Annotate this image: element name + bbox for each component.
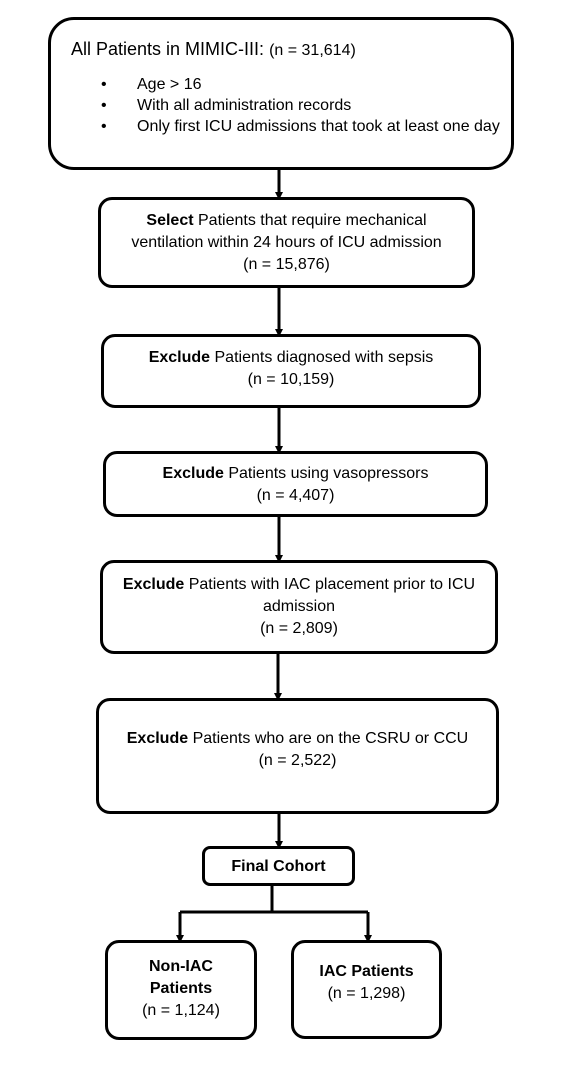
all-patients-box: All Patients in MIMIC-III: (n = 31,614) … [48, 17, 514, 170]
csru-keyword: Exclude [126, 730, 189, 747]
exclude-vasopressors-box: Exclude Patients using vasopressors (n =… [103, 451, 488, 517]
exclude-csru-ccu-box: Exclude Patients who are on the CSRU or … [96, 698, 499, 814]
all-patients-title-line: All Patients in MIMIC-III: (n = 31,614) [71, 38, 356, 62]
sepsis-description: Exclude Patients diagnosed with sepsis [104, 347, 478, 369]
vaso-keyword: Exclude [162, 465, 224, 482]
csru-description: Exclude Patients who are on the CSRU or … [99, 728, 496, 750]
criteria-item: • Age > 16 [101, 74, 501, 95]
select-ventilation-box: Select Patients that require mechanical … [98, 197, 475, 288]
all-patients-title: All Patients in MIMIC-III: [71, 39, 265, 59]
sepsis-keyword: Exclude [148, 349, 211, 366]
select-count: (n = 15,876) [243, 256, 330, 273]
select-keyword: Select [146, 212, 194, 229]
vaso-description: Exclude Patients using vasopressors [106, 463, 485, 485]
vaso-count: (n = 4,407) [256, 487, 335, 504]
bullet-icon: • [101, 76, 107, 93]
criteria-item: • With all administration records [101, 95, 501, 116]
csru-count: (n = 2,522) [258, 752, 337, 769]
final-cohort-label: Final Cohort [231, 858, 326, 875]
criteria-text: Age > 16 [137, 76, 202, 93]
non-iac-patients-box: Non-IAC Patients (n = 1,124) [105, 940, 257, 1040]
criteria-item: • Only first ICU admissions that took at … [101, 116, 501, 137]
iac-prior-text: Patients with IAC placement prior to ICU… [188, 576, 476, 615]
non-iac-label: Non-IAC Patients [149, 958, 213, 997]
sepsis-count: (n = 10,159) [247, 371, 335, 388]
select-text: Patients that require mechanical ventila… [131, 212, 442, 251]
bullet-icon: • [101, 118, 107, 135]
iac-prior-count: (n = 2,809) [260, 620, 338, 637]
vaso-text: Patients using vasopressors [228, 465, 429, 482]
bullet-icon: • [101, 97, 107, 114]
exclude-iac-prior-box: Exclude Patients with IAC placement prio… [100, 560, 498, 654]
iac-prior-description: Exclude Patients with IAC placement prio… [103, 574, 495, 618]
iac-prior-keyword: Exclude [122, 576, 185, 593]
csru-text: Patients who are on the CSRU or CCU [192, 730, 469, 747]
inclusion-criteria-list: • Age > 16 • With all administration recor… [101, 74, 501, 137]
all-patients-count: (n = 31,614) [269, 42, 356, 59]
sepsis-text: Patients diagnosed with sepsis [214, 349, 434, 366]
final-cohort-box: Final Cohort [202, 846, 355, 886]
select-description: Select Patients that require mechanical … [101, 210, 472, 254]
iac-label: IAC Patients [319, 963, 414, 980]
non-iac-count: (n = 1,124) [142, 1002, 220, 1019]
exclude-sepsis-box: Exclude Patients diagnosed with sepsis (… [101, 334, 481, 408]
criteria-text: Only first ICU admissions that took at l… [137, 118, 500, 135]
criteria-text: With all administration records [137, 97, 352, 114]
iac-patients-box: IAC Patients (n = 1,298) [291, 940, 442, 1039]
iac-count: (n = 1,298) [327, 985, 406, 1002]
